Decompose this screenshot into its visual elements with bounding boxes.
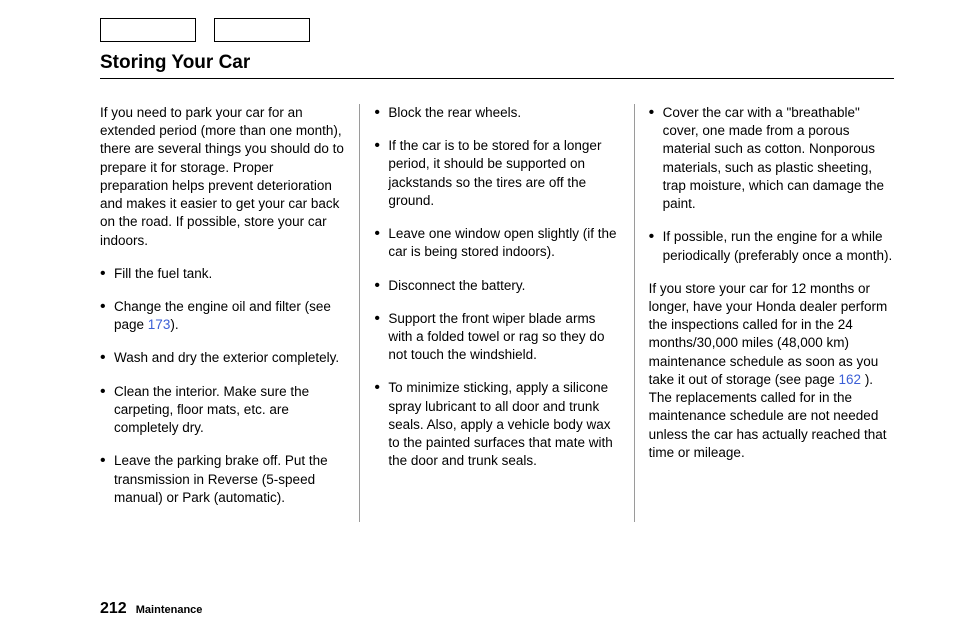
column-1: If you need to park your car for an exte…	[100, 104, 359, 522]
page-footer: 212 Maintenance	[100, 600, 202, 618]
list-item: Disconnect the battery.	[374, 277, 619, 295]
list-item: Fill the fuel tank.	[100, 265, 345, 283]
column-2: Block the rear wheels. If the car is to …	[359, 104, 633, 522]
page-number: 212	[100, 600, 127, 617]
list-item: Block the rear wheels.	[374, 104, 619, 122]
column-1-list: Fill the fuel tank. Change the engine oi…	[100, 265, 345, 507]
page-link-162[interactable]: 162	[839, 372, 862, 387]
list-item: Leave one window open slightly (if the c…	[374, 225, 619, 261]
outro-paragraph: If you store your car for 12 months or l…	[649, 280, 894, 462]
column-3-list: Cover the car with a "breathable" cover,…	[649, 104, 894, 265]
list-item: Wash and dry the exterior completely.	[100, 349, 345, 367]
title-rule	[100, 78, 894, 79]
header-boxes	[100, 18, 894, 42]
page-link-173[interactable]: 173	[148, 317, 171, 332]
header-box-1	[100, 18, 196, 42]
section-label: Maintenance	[136, 604, 203, 616]
header-box-2	[214, 18, 310, 42]
list-item: To minimize sticking, apply a silicone s…	[374, 379, 619, 470]
list-item: Support the front wiper blade arms with …	[374, 310, 619, 365]
list-item: Cover the car with a "breathable" cover,…	[649, 104, 894, 213]
intro-paragraph: If you need to park your car for an exte…	[100, 104, 345, 250]
list-item: Leave the parking brake off. Put the tra…	[100, 452, 345, 507]
list-item: Clean the interior. Make sure the carpet…	[100, 383, 345, 438]
list-item: Change the engine oil and filter (see pa…	[100, 298, 345, 334]
content-columns: If you need to park your car for an exte…	[100, 104, 894, 522]
list-item: If possible, run the engine for a while …	[649, 228, 894, 264]
column-3: Cover the car with a "breathable" cover,…	[634, 104, 894, 522]
list-item: If the car is to be stored for a longer …	[374, 137, 619, 210]
page-title: Storing Your Car	[100, 52, 894, 74]
column-2-list: Block the rear wheels. If the car is to …	[374, 104, 619, 471]
